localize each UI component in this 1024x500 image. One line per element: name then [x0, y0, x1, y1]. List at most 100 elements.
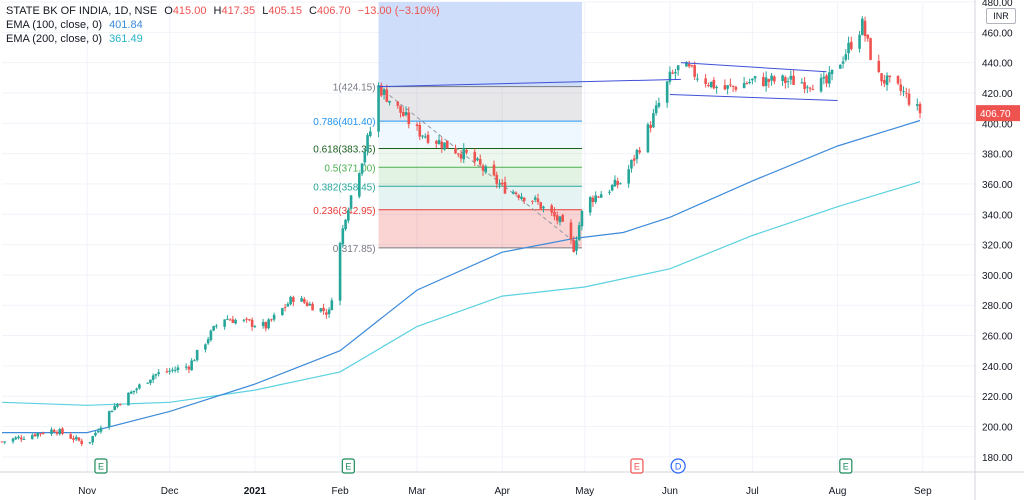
candle-body	[476, 158, 479, 161]
candle-body	[599, 194, 603, 198]
candle-body	[118, 404, 122, 406]
candle-body	[745, 82, 749, 84]
time-tick-label: Jul	[746, 486, 759, 497]
ema200-value: 361.49	[109, 33, 143, 45]
candle-body	[575, 240, 578, 251]
price-tick-label: 200.00	[982, 423, 1013, 434]
candle-body	[580, 210, 584, 227]
ema100-label: EMA (100, close, 0)	[6, 19, 102, 31]
event-marker-earnings[interactable]: E	[839, 458, 853, 474]
ohlc-close: C406.70	[309, 5, 351, 17]
ema100-row[interactable]: EMA (100, close, 0) 401.84	[6, 18, 440, 32]
event-marker-dividend[interactable]: D	[670, 458, 686, 474]
candle-body	[325, 312, 328, 315]
candle-body	[577, 225, 581, 241]
fibonacci-retracement[interactable]: 1(424.15) 0.786(401.40) 0.618(383.35) 0.5(3…	[313, 2, 583, 255]
candle-body	[264, 321, 268, 329]
candle-body	[866, 34, 870, 39]
time-tick-label: Feb	[331, 486, 349, 497]
candle-body	[888, 75, 892, 78]
candle-body	[253, 326, 257, 328]
candle-body	[767, 79, 771, 82]
candle-body	[715, 87, 718, 89]
candle-body	[569, 222, 573, 240]
candle-body	[286, 303, 290, 307]
price-tick-label: 240.00	[982, 362, 1013, 373]
currency-button[interactable]: INR	[986, 8, 1016, 24]
price-tick-label: 340.00	[982, 210, 1013, 221]
candle-body	[522, 197, 526, 201]
candle-body	[308, 303, 312, 306]
candle-body	[904, 92, 908, 94]
ohlc-open: O415.00	[164, 5, 207, 17]
candle-body	[729, 84, 732, 86]
trendlines-layer[interactable]	[378, 62, 838, 102]
candle-body	[704, 78, 707, 84]
candle-body	[22, 439, 26, 441]
candle-body	[349, 195, 353, 209]
candle-body	[806, 86, 809, 88]
candle-body	[289, 296, 292, 305]
candle-body	[770, 75, 773, 81]
fib-level-label: 0.236(342.95)	[313, 206, 375, 217]
event-marker-earnings[interactable]: E	[94, 458, 108, 474]
fib-zone	[378, 121, 582, 149]
candle-body	[281, 308, 284, 316]
candle-body	[839, 64, 842, 69]
candle-body	[204, 344, 207, 350]
candle-body	[459, 154, 463, 159]
candle-body	[176, 367, 180, 371]
time-tick-label: May	[575, 486, 594, 497]
candle-body	[377, 85, 380, 132]
candle-body	[242, 319, 246, 321]
candle-body	[305, 302, 309, 306]
candle-body	[443, 142, 446, 150]
candle-body	[676, 65, 680, 71]
candle-body	[74, 436, 78, 440]
fib-selection-box	[378, 2, 582, 87]
event-marker-earnings[interactable]: E	[341, 458, 355, 474]
candle-body	[184, 366, 188, 368]
candle-body	[841, 61, 845, 64]
candle-body	[369, 131, 372, 136]
candle-body	[250, 319, 254, 327]
candle-body	[902, 91, 905, 93]
chart-legend: STATE BK OF INDIA, 1D, NSE O415.00 H417.…	[6, 4, 440, 46]
event-label: E	[843, 462, 849, 472]
candle-body	[341, 228, 345, 245]
candle-body	[231, 319, 235, 323]
candle-body	[168, 370, 171, 372]
candle-body	[773, 76, 776, 82]
fib-level-label: 0(317.85)	[333, 244, 376, 255]
candle-body	[401, 112, 405, 117]
candle-body	[907, 93, 911, 105]
candle-body	[127, 392, 130, 406]
candle-body	[195, 349, 199, 361]
event-label: E	[634, 462, 640, 472]
candle-body	[358, 173, 361, 197]
fib-zone	[378, 86, 582, 122]
candle-body	[344, 219, 347, 230]
candle-body	[171, 369, 174, 371]
candle-body	[696, 78, 699, 80]
event-marker-earnings-upcoming[interactable]: E	[630, 458, 644, 474]
candle-body	[709, 81, 713, 88]
candle-body	[399, 105, 402, 113]
candle-body	[844, 54, 848, 60]
candle-body	[555, 215, 559, 221]
candle-body	[800, 82, 804, 84]
price-tick-label: 280.00	[982, 301, 1013, 312]
candle-body	[52, 430, 56, 432]
candle-body	[33, 434, 37, 437]
candle-body	[72, 438, 75, 440]
candle-body	[751, 78, 754, 81]
price-tick-label: 180.00	[982, 453, 1013, 464]
candle-body	[454, 148, 457, 154]
candle-body	[597, 196, 600, 198]
ema200-row[interactable]: EMA (200, close, 0) 361.49	[6, 32, 440, 46]
price-tick-label: 380.00	[982, 150, 1013, 161]
candle-body	[495, 174, 499, 184]
candle-body	[434, 141, 438, 144]
